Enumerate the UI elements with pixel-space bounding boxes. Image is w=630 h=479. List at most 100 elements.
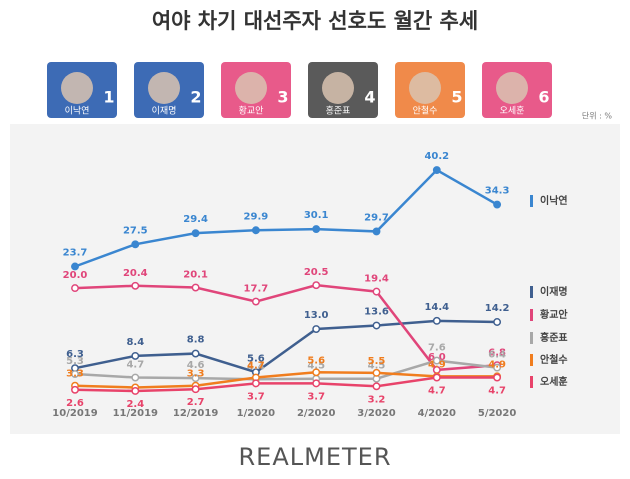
profile-photo	[235, 72, 267, 104]
data-label: 20.1	[183, 270, 208, 281]
data-label: 2.6	[66, 398, 84, 409]
legend-label: 이낙연	[540, 194, 568, 207]
data-label: 4.7	[428, 386, 446, 397]
profile-number: 1	[103, 88, 114, 107]
data-label: 20.5	[304, 267, 329, 278]
profile-number: 4	[364, 88, 375, 107]
point	[312, 281, 321, 290]
point	[312, 325, 321, 333]
x-tick-label: 11/2019	[113, 408, 158, 419]
point	[191, 385, 200, 394]
source: REALMETER	[239, 443, 392, 471]
chart-title: 여야 차기 대선주자 선호도 월간 추세	[152, 9, 478, 33]
point	[251, 379, 260, 388]
point	[372, 227, 381, 236]
data-label: 8.4	[126, 337, 144, 348]
point	[312, 368, 321, 377]
profile-name: 홍준표	[326, 105, 351, 117]
data-label: 4.7	[126, 360, 144, 371]
point	[493, 363, 502, 372]
series-line	[74, 283, 498, 372]
series-line	[74, 359, 498, 381]
data-label: 6.4	[488, 350, 506, 361]
point	[312, 225, 321, 234]
point	[372, 368, 381, 377]
legend-label: 홍준표	[540, 331, 568, 344]
x-tick-label: 10/2019	[52, 408, 97, 419]
legend-swatch	[530, 376, 533, 388]
profile-photo	[61, 72, 93, 104]
profile-name: 이재명	[152, 106, 177, 117]
data-label: 6.3	[66, 349, 84, 360]
profile-number: 5	[451, 88, 462, 107]
x-tick-label: 1/2020	[237, 408, 275, 419]
series-line	[74, 319, 498, 374]
series-line	[74, 168, 498, 268]
data-label: 34.3	[485, 186, 510, 197]
data-label: 5.6	[307, 355, 325, 366]
point	[493, 200, 502, 209]
point	[432, 166, 441, 175]
unit: 단위 : %	[582, 111, 613, 121]
data-label: 4.5	[307, 361, 325, 372]
series-line	[74, 376, 498, 393]
data-label: 5.5	[368, 356, 386, 367]
legend-label: 오세훈	[540, 375, 568, 388]
data-label: 5.6	[247, 353, 265, 364]
point	[131, 373, 140, 382]
legend-label: 황교안	[540, 308, 568, 321]
data-label: 29.7	[364, 212, 389, 223]
point	[493, 318, 502, 326]
data-label: 14.4	[424, 302, 449, 313]
data-label: 3.3	[187, 369, 205, 380]
point	[372, 287, 381, 296]
legend-swatch	[530, 332, 533, 344]
legend-swatch	[530, 286, 533, 298]
profile-photo	[322, 72, 354, 104]
data-label: 29.4	[183, 214, 208, 225]
profile-name: 황교안	[239, 106, 264, 117]
x-tick-label: 12/2019	[173, 408, 218, 419]
point	[432, 356, 441, 365]
x-tick-label: 3/2020	[357, 408, 395, 419]
legend-label: 안철수	[540, 353, 568, 366]
data-label: 4.6	[187, 360, 205, 371]
data-label: 13.0	[304, 310, 329, 321]
legend-swatch	[530, 195, 533, 207]
point	[493, 373, 502, 382]
point	[131, 240, 140, 249]
data-label: 3.7	[247, 391, 265, 402]
data-label: 3.3	[66, 369, 84, 380]
profile-number: 3	[277, 88, 288, 107]
x-tick-label: 4/2020	[418, 408, 456, 419]
data-label: 29.9	[244, 211, 269, 222]
data-label: 6.8	[488, 347, 506, 358]
point	[71, 370, 79, 378]
data-label: 4.7	[247, 361, 265, 372]
profile-photo	[409, 72, 441, 104]
data-label: 5.3	[66, 356, 84, 367]
point	[372, 382, 381, 391]
profile-number: 6	[538, 88, 549, 107]
point	[251, 297, 260, 306]
profile-name: 안철수	[413, 106, 438, 117]
legend-swatch	[530, 309, 533, 321]
data-label: 4.4	[247, 361, 265, 372]
point	[432, 373, 441, 382]
data-label: 4.9	[428, 359, 446, 370]
data-label: 8.8	[187, 335, 205, 346]
data-label: 3.2	[368, 394, 386, 405]
point	[312, 379, 321, 388]
data-label: 23.7	[63, 247, 88, 258]
profile-number: 2	[190, 88, 201, 107]
profile-name: 이낙연	[65, 106, 90, 117]
data-label: 2.4	[126, 399, 144, 410]
point	[71, 385, 79, 394]
data-label: 40.2	[424, 151, 449, 162]
data-label: 4.5	[368, 361, 386, 372]
point	[432, 316, 441, 325]
x-tick-label: 2/2020	[297, 408, 335, 419]
data-label: 30.1	[304, 210, 329, 221]
point	[251, 226, 260, 235]
